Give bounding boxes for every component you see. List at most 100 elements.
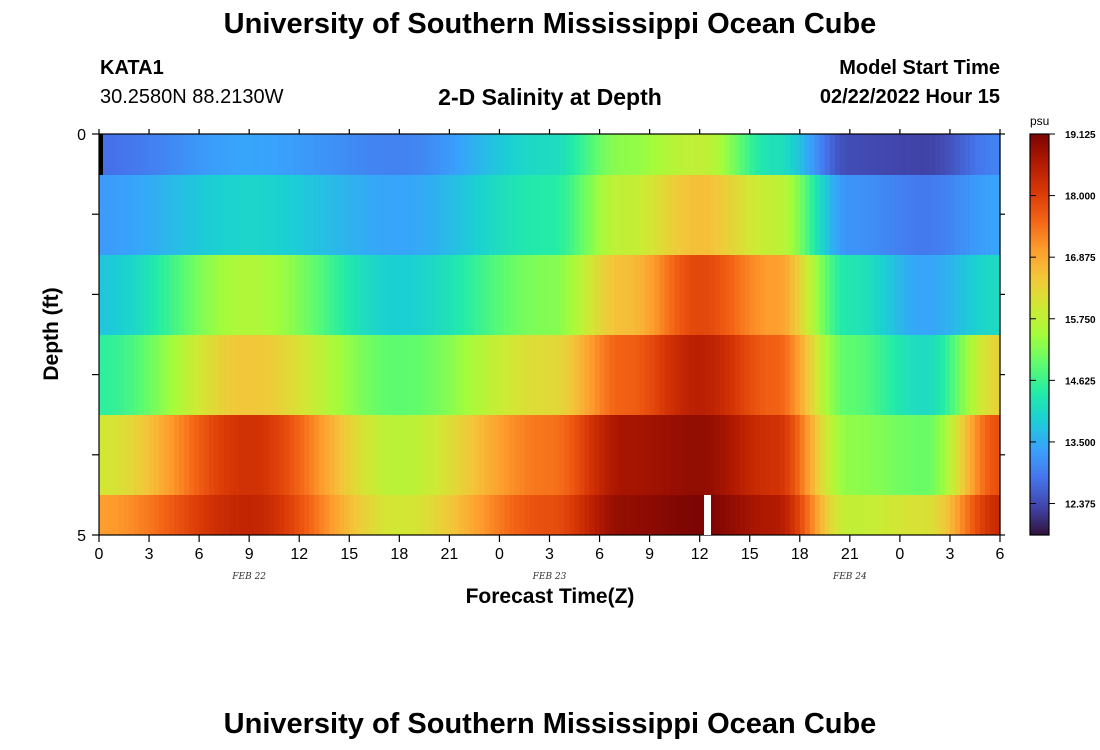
heatmap-cell bbox=[669, 335, 676, 415]
heatmap-cell bbox=[774, 335, 781, 415]
heatmap-cell bbox=[744, 134, 751, 175]
heatmap-cell bbox=[699, 255, 706, 335]
heatmap-cell bbox=[644, 134, 651, 175]
heatmap-cell bbox=[759, 175, 766, 255]
heatmap-cell bbox=[679, 335, 686, 415]
heatmap-cell bbox=[504, 134, 511, 175]
heatmap-cell bbox=[209, 335, 215, 415]
heatmap-cell bbox=[99, 175, 105, 255]
heatmap-cell bbox=[314, 134, 320, 175]
heatmap-cell bbox=[124, 175, 130, 255]
heatmap-cell bbox=[219, 175, 225, 255]
heatmap-cell bbox=[149, 175, 155, 255]
heatmap-cell bbox=[694, 495, 701, 535]
heatmap-cell bbox=[289, 134, 295, 175]
heatmap-cell bbox=[804, 495, 811, 535]
heatmap-cell bbox=[659, 335, 666, 415]
heatmap-cell bbox=[869, 335, 876, 415]
heatmap-cell bbox=[909, 255, 916, 335]
heatmap-cell bbox=[399, 255, 405, 335]
heatmap-cell bbox=[694, 175, 701, 255]
heatmap-cell bbox=[254, 415, 260, 495]
heatmap-cell bbox=[154, 255, 160, 335]
heatmap-cell bbox=[164, 134, 170, 175]
heatmap-cell bbox=[989, 255, 996, 335]
heatmap-cell bbox=[824, 495, 831, 535]
heatmap-cell bbox=[694, 134, 701, 175]
heatmap-cell bbox=[714, 495, 721, 535]
heatmap-cell bbox=[674, 175, 681, 255]
heatmap-cell bbox=[374, 335, 380, 415]
heatmap-cell bbox=[674, 255, 681, 335]
heatmap-cell bbox=[819, 495, 826, 535]
heatmap-cell bbox=[889, 495, 896, 535]
heatmap-cell bbox=[379, 415, 385, 495]
heatmap-cell bbox=[914, 255, 921, 335]
heatmap-cell bbox=[654, 255, 661, 335]
heatmap-cell bbox=[224, 134, 230, 175]
x-axis-label: Forecast Time(Z) bbox=[465, 585, 635, 608]
heatmap-cell bbox=[789, 495, 796, 535]
heatmap-cell bbox=[879, 335, 886, 415]
heatmap-cell bbox=[649, 415, 656, 495]
heatmap-cell bbox=[959, 335, 966, 415]
heatmap-cell bbox=[884, 134, 891, 175]
heatmap-cell bbox=[584, 415, 591, 495]
heatmap-cell bbox=[854, 415, 861, 495]
heatmap-cell bbox=[189, 255, 195, 335]
heatmap-cell bbox=[184, 175, 190, 255]
heatmap-cell bbox=[174, 255, 180, 335]
heatmap-cell bbox=[184, 415, 190, 495]
heatmap-cell bbox=[664, 415, 671, 495]
x-tick-label: 21 bbox=[440, 546, 458, 563]
heatmap-cell bbox=[619, 335, 626, 415]
heatmap-cell bbox=[334, 255, 340, 335]
heatmap-cell bbox=[354, 415, 360, 495]
heatmap-cell bbox=[469, 495, 476, 535]
heatmap-cell bbox=[654, 415, 661, 495]
heatmap-cell bbox=[304, 415, 310, 495]
x-date-label: FEB 24 bbox=[832, 572, 867, 582]
heatmap-cell bbox=[304, 495, 310, 535]
heatmap-cell bbox=[679, 255, 686, 335]
heatmap-cell bbox=[419, 175, 425, 255]
heatmap-cell bbox=[444, 255, 450, 335]
heatmap-cell bbox=[864, 134, 871, 175]
heatmap-cell bbox=[244, 134, 250, 175]
heatmap-cell bbox=[979, 134, 986, 175]
heatmap-cell bbox=[809, 495, 816, 535]
heatmap-cell bbox=[899, 415, 906, 495]
heatmap-cell bbox=[459, 335, 466, 415]
chart-title: 2-D Salinity at Depth bbox=[438, 84, 662, 110]
heatmap-cell bbox=[129, 335, 135, 415]
heatmap-cell bbox=[599, 335, 606, 415]
heatmap-cell bbox=[534, 255, 541, 335]
heatmap-cell bbox=[969, 134, 976, 175]
heatmap-cell bbox=[634, 415, 641, 495]
heatmap-cell bbox=[844, 335, 851, 415]
heatmap-cell bbox=[349, 175, 355, 255]
heatmap-cell bbox=[214, 255, 220, 335]
heatmap-cell bbox=[569, 495, 576, 535]
heatmap-cell bbox=[639, 415, 646, 495]
heatmap-cell bbox=[309, 175, 315, 255]
heatmap-cell bbox=[494, 495, 501, 535]
heatmap-cell bbox=[429, 134, 435, 175]
heatmap-cell bbox=[714, 175, 721, 255]
heatmap-cell bbox=[624, 255, 631, 335]
heatmap-cell bbox=[634, 134, 641, 175]
heatmap-cell bbox=[954, 255, 961, 335]
heatmap-cell bbox=[524, 415, 531, 495]
heatmap-cell bbox=[784, 415, 791, 495]
heatmap-cell bbox=[724, 415, 731, 495]
heatmap-cell bbox=[329, 255, 335, 335]
heatmap-cell bbox=[894, 335, 901, 415]
heatmap-cell bbox=[404, 495, 410, 535]
heatmap-cell bbox=[259, 255, 265, 335]
heatmap-cell bbox=[524, 175, 531, 255]
heatmap-cell bbox=[184, 495, 190, 535]
heatmap-cell bbox=[164, 415, 170, 495]
heatmap-cell bbox=[984, 335, 991, 415]
heatmap-cell bbox=[289, 175, 295, 255]
heatmap-cell bbox=[784, 255, 791, 335]
